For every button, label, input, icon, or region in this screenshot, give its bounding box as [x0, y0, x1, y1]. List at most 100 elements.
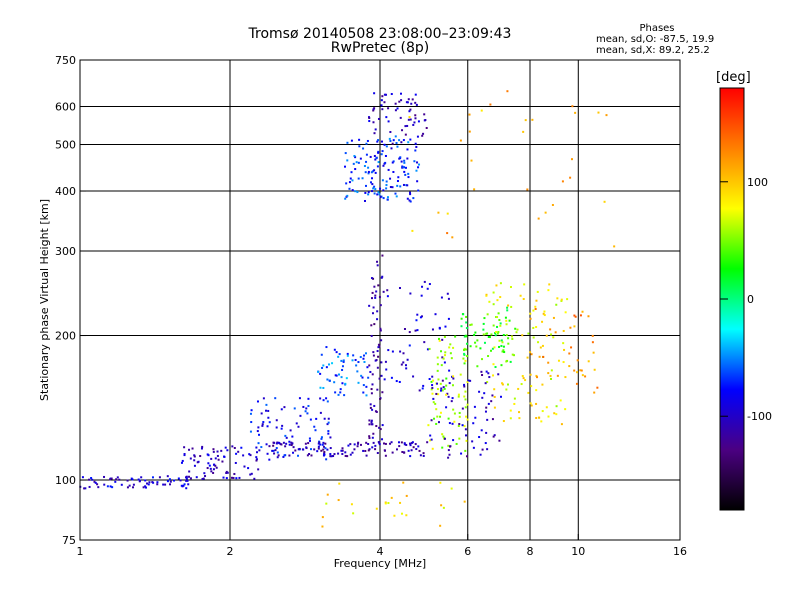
data-point — [579, 369, 582, 372]
data-point — [381, 150, 384, 153]
data-point — [360, 374, 363, 377]
data-point — [485, 294, 488, 297]
data-point — [534, 305, 537, 308]
data-point — [292, 446, 295, 449]
data-point — [274, 397, 277, 400]
data-point — [216, 450, 219, 453]
data-point — [448, 369, 451, 372]
data-point — [447, 417, 450, 420]
data-point — [411, 229, 414, 232]
data-point — [501, 383, 504, 386]
data-point — [156, 483, 159, 486]
data-point — [383, 93, 386, 96]
data-point — [474, 341, 477, 344]
data-point — [502, 349, 505, 352]
data-point — [341, 365, 344, 368]
data-point — [527, 332, 530, 335]
data-point — [325, 458, 328, 461]
data-point — [334, 391, 337, 394]
data-point — [440, 296, 443, 299]
data-point — [569, 326, 572, 329]
data-point — [414, 101, 417, 104]
data-point — [199, 455, 202, 458]
data-point — [323, 451, 326, 454]
data-point — [385, 184, 388, 187]
data-point — [370, 277, 373, 280]
data-point — [402, 481, 405, 484]
data-point — [418, 449, 421, 452]
data-point — [372, 277, 375, 280]
data-point — [280, 443, 283, 446]
data-point — [299, 414, 302, 417]
data-point — [381, 424, 384, 427]
data-point — [449, 445, 452, 448]
data-point — [365, 441, 368, 444]
data-point — [377, 284, 380, 287]
data-point — [387, 349, 390, 352]
data-point — [297, 454, 300, 457]
data-point — [505, 323, 508, 326]
data-point — [371, 446, 374, 449]
data-point — [446, 292, 449, 295]
data-point — [166, 475, 169, 478]
data-point — [491, 394, 494, 397]
data-point — [383, 101, 386, 104]
data-point — [378, 296, 381, 299]
phase-stats-heading: Phases — [639, 23, 675, 34]
data-point — [341, 447, 344, 450]
data-point — [114, 480, 117, 483]
data-point — [188, 475, 191, 478]
data-point — [405, 367, 408, 370]
data-point — [396, 145, 399, 148]
data-point — [290, 441, 293, 444]
data-point — [371, 190, 374, 193]
data-point — [305, 407, 308, 410]
data-point — [407, 98, 410, 101]
data-point — [380, 195, 383, 198]
data-point — [511, 353, 514, 356]
data-point — [513, 402, 516, 405]
data-point — [536, 290, 539, 293]
data-point — [371, 183, 374, 186]
data-point — [281, 424, 284, 427]
data-point — [391, 451, 394, 454]
data-point — [537, 217, 540, 220]
data-point — [282, 441, 285, 444]
data-point — [505, 334, 508, 337]
data-point — [405, 443, 408, 446]
data-point — [328, 363, 331, 366]
data-point — [285, 442, 288, 445]
data-point — [392, 139, 395, 142]
scatter-points — [79, 90, 616, 528]
data-point — [396, 184, 399, 187]
data-point — [399, 156, 402, 159]
data-point — [463, 500, 466, 503]
data-point — [444, 354, 447, 357]
data-point — [490, 349, 493, 352]
data-point — [415, 448, 418, 451]
data-point — [519, 294, 522, 297]
data-point — [409, 442, 412, 445]
data-point — [210, 457, 213, 460]
data-point — [368, 435, 371, 438]
colorbar-tick-label: 0 — [747, 293, 754, 306]
data-point — [242, 454, 245, 457]
data-point — [364, 191, 367, 194]
data-point — [412, 375, 415, 378]
data-point — [418, 389, 421, 392]
data-point — [428, 283, 431, 286]
data-point — [605, 114, 608, 117]
data-point — [506, 306, 509, 309]
data-point — [487, 355, 490, 358]
data-point — [449, 343, 452, 346]
data-point — [225, 477, 228, 480]
data-point — [235, 477, 238, 480]
data-point — [465, 315, 468, 318]
data-point — [370, 419, 373, 422]
data-point — [510, 335, 513, 338]
data-point — [404, 125, 407, 128]
data-point — [256, 430, 259, 433]
data-point — [535, 299, 538, 302]
data-point — [552, 316, 555, 319]
data-point — [288, 454, 291, 457]
